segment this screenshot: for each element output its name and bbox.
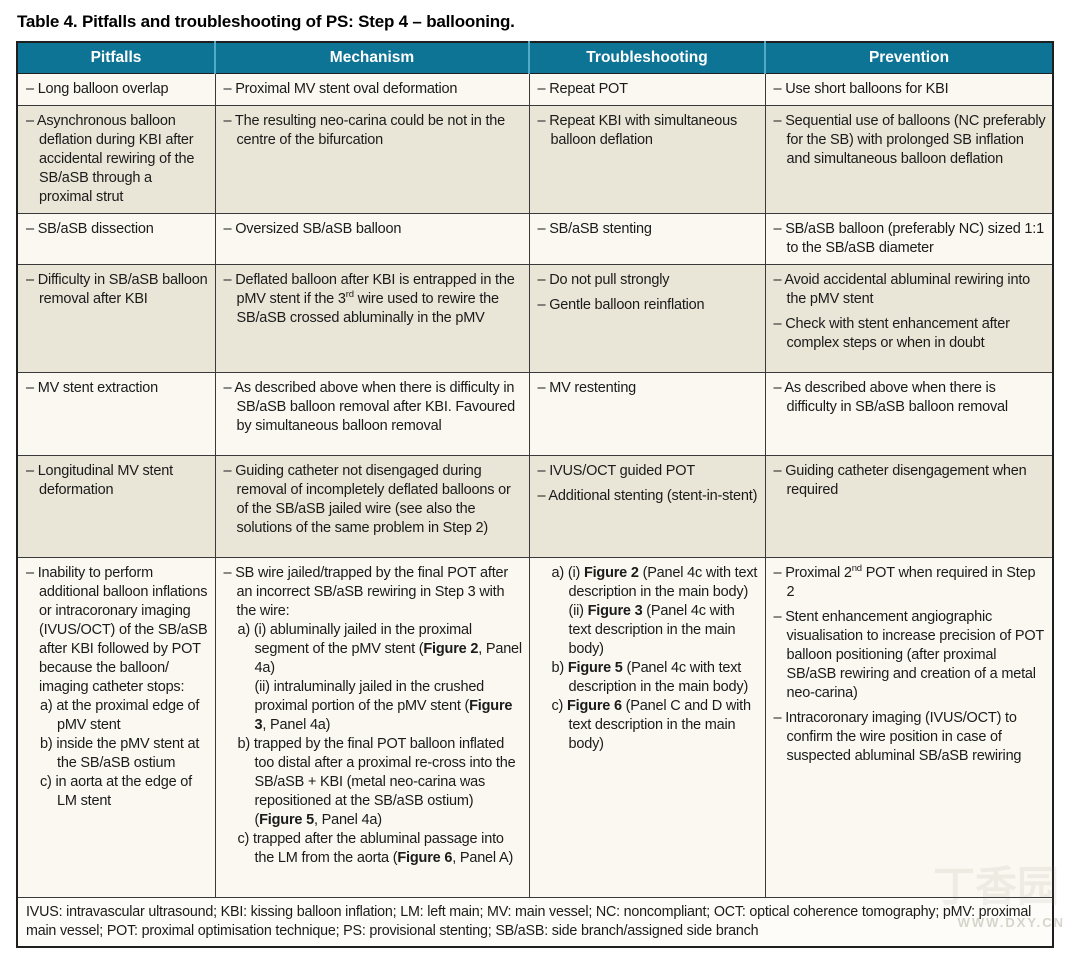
- footnote-section: IVUS: intravascular ultrasound; KBI: kis…: [16, 897, 1054, 948]
- cell-pitfalls: – SB/aSB dissection: [16, 213, 216, 265]
- cell-item: – Stent enhancement angiographic visuali…: [773, 609, 1044, 701]
- cell-prevention: – Avoid accidental abluminal rewiring in…: [764, 264, 1054, 373]
- table-row: – MV stent extraction – As described abov…: [16, 372, 1054, 456]
- table-row: – Difficulty in SB/aSB balloon removal a…: [16, 264, 1054, 373]
- cell-item: – SB/aSB balloon (preferably NC) sized 1…: [773, 221, 1045, 256]
- cell-troubleshooting: – MV restenting: [528, 372, 766, 456]
- cell-item: – Repeat POT: [537, 81, 628, 97]
- cell-item: – Check with stent enhancement after com…: [773, 316, 1010, 351]
- cell-item: – SB/aSB dissection: [26, 221, 154, 237]
- pitfalls-table: Pitfalls Mechanism Troubleshooting Preventi…: [16, 41, 1054, 948]
- cell-mechanism: – Deflated balloon after KBI is entrappe…: [214, 264, 530, 373]
- cell-item: – Proximal MV stent oval deformation: [223, 81, 458, 97]
- cell-pitfalls: – Inability to perform additional balloo…: [16, 557, 216, 898]
- cell-prevention: – SB/aSB balloon (preferably NC) sized 1…: [764, 213, 1054, 265]
- cell-item: – Guiding catheter disengagement when re…: [773, 463, 1027, 498]
- cell-item: – Oversized SB/aSB balloon: [223, 221, 402, 237]
- cell-item: – Asynchronous balloon deflation during …: [26, 113, 195, 205]
- cell-item: b) inside the pMV stent at the SB/aSB os…: [40, 736, 200, 771]
- table-row: – SB/aSB dissection – Oversized SB/aSB ba…: [16, 213, 1054, 265]
- cell-item: – Difficulty in SB/aSB balloon removal a…: [26, 272, 208, 307]
- cell-item: – Repeat KBI with simultaneous balloon d…: [537, 113, 738, 148]
- cell-item: – As described above when there is diffi…: [773, 380, 1009, 415]
- cell-troubleshooting: – Repeat POT: [528, 73, 766, 106]
- footnote-text: IVUS: intravascular ultrasound; KBI: kis…: [16, 897, 1054, 948]
- cell-prevention: – As described above when there is diffi…: [764, 372, 1054, 456]
- cell-item: a) (i) abluminally jailed in the proxima…: [237, 622, 523, 676]
- cell-item: c) in aorta at the edge of LM stent: [40, 774, 192, 809]
- cell-item: – The resulting neo-carina could be not …: [223, 113, 506, 148]
- cell-mechanism: – Proximal MV stent oval deformation: [214, 73, 530, 106]
- cell-item: (ii) intraluminally jailed in the crushe…: [254, 679, 513, 733]
- cell-item: b) trapped by the final POT balloon infl…: [237, 736, 516, 828]
- cell-prevention: – Proximal 2nd POT when required in Step…: [764, 557, 1054, 898]
- cell-item: – Long balloon overlap: [26, 81, 169, 97]
- cell-item: a) (i) Figure 2 (Panel 4c with text desc…: [551, 565, 758, 600]
- cell-mechanism: – Guiding catheter not disengaged during…: [214, 455, 530, 558]
- cell-item: – MV restenting: [537, 380, 637, 396]
- cell-item: – MV stent extraction: [26, 380, 158, 396]
- table-body: – Long balloon overlap – Proximal MV sten…: [16, 73, 1054, 898]
- header-row: Pitfalls Mechanism Troubleshooting Preventi…: [17, 42, 1053, 74]
- cell-item: c) Figure 6 (Panel C and D with text des…: [551, 698, 752, 752]
- table-row: – Inability to perform additional balloo…: [16, 557, 1054, 898]
- cell-item: – Sequential use of balloons (NC prefera…: [773, 113, 1046, 167]
- cell-pitfalls: – Asynchronous balloon deflation during …: [16, 105, 216, 214]
- cell-troubleshooting: – Repeat KBI with simultaneous balloon d…: [528, 105, 766, 214]
- cell-pitfalls: – Difficulty in SB/aSB balloon removal a…: [16, 264, 216, 373]
- cell-prevention: – Sequential use of balloons (NC prefera…: [764, 105, 1054, 214]
- cell-item: – Guiding catheter not disengaged during…: [223, 463, 511, 536]
- cell-mechanism: – As described above when there is diffi…: [214, 372, 530, 456]
- cell-item: – Avoid accidental abluminal rewiring in…: [773, 272, 1031, 307]
- footnote-row: IVUS: intravascular ultrasound; KBI: kis…: [16, 897, 1054, 948]
- cell-mechanism: – SB wire jailed/trapped by the final PO…: [214, 557, 530, 898]
- cell-item: – Additional stenting (stent-in-stent): [537, 488, 758, 504]
- cell-item: (ii) Figure 3 (Panel 4c with text descri…: [568, 603, 736, 657]
- cell-mechanism: – Oversized SB/aSB balloon: [214, 213, 530, 265]
- cell-troubleshooting: a) (i) Figure 2 (Panel 4c with text desc…: [528, 557, 766, 898]
- cell-item: – Do not pull strongly: [537, 272, 670, 288]
- cell-pitfalls: – Longitudinal MV stent deformation: [16, 455, 216, 558]
- cell-item: – SB wire jailed/trapped by the final PO…: [223, 565, 509, 619]
- column-header-prevention: Prevention: [764, 42, 1053, 74]
- column-header-troubleshooting: Troubleshooting: [528, 42, 765, 74]
- cell-item: – Deflated balloon after KBI is entrappe…: [223, 272, 515, 326]
- cell-prevention: – Guiding catheter disengagement when re…: [764, 455, 1054, 558]
- cell-item: – IVUS/OCT guided POT: [537, 463, 696, 479]
- cell-item: – Proximal 2nd POT when required in Step…: [773, 563, 1036, 600]
- cell-item: – Use short balloons for KBI: [773, 81, 949, 97]
- cell-item: – SB/aSB stenting: [537, 221, 652, 237]
- table-row: – Long balloon overlap – Proximal MV sten…: [16, 73, 1054, 106]
- cell-pitfalls: – MV stent extraction: [16, 372, 216, 456]
- table-header: Pitfalls Mechanism Troubleshooting Preventi…: [17, 42, 1053, 74]
- table-title: Table 4. Pitfalls and troubleshooting of…: [17, 12, 515, 31]
- column-header-mechanism: Mechanism: [214, 42, 529, 74]
- cell-item: – Gentle balloon reinflation: [537, 297, 705, 313]
- cell-troubleshooting: – Do not pull strongly – Gentle balloon r…: [528, 264, 766, 373]
- cell-pitfalls: – Long balloon overlap: [16, 73, 216, 106]
- cell-item: – As described above when there is diffi…: [223, 380, 516, 434]
- cell-troubleshooting: – SB/aSB stenting: [528, 213, 766, 265]
- cell-item: b) Figure 5 (Panel 4c with text descript…: [551, 660, 749, 695]
- cell-prevention: – Use short balloons for KBI: [764, 73, 1054, 106]
- table-row: – Longitudinal MV stent deformation – Gui…: [16, 455, 1054, 558]
- cell-item: a) at the proximal edge of pMV stent: [40, 698, 200, 733]
- column-header-pitfalls: Pitfalls: [17, 42, 215, 74]
- cell-mechanism: – The resulting neo-carina could be not …: [214, 105, 530, 214]
- cell-item: – Inability to perform additional balloo…: [26, 565, 208, 695]
- cell-item: – Intracoronary imaging (IVUS/OCT) to co…: [773, 710, 1022, 764]
- cell-troubleshooting: – IVUS/OCT guided POT – Additional stenti…: [528, 455, 766, 558]
- cell-item: c) trapped after the abluminal passage i…: [237, 831, 514, 866]
- table-row: – Asynchronous balloon deflation during …: [16, 105, 1054, 214]
- cell-item: – Longitudinal MV stent deformation: [26, 463, 173, 498]
